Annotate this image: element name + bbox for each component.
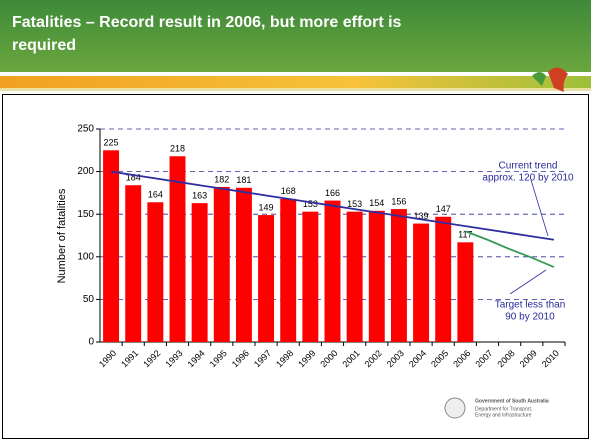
data-label: 153 — [347, 199, 362, 209]
bar — [390, 209, 407, 342]
data-label: 149 — [259, 202, 274, 212]
data-label: 139 — [414, 211, 429, 221]
bar — [280, 198, 297, 342]
logo-shape — [532, 72, 546, 86]
x-tick-label: 1992 — [141, 348, 162, 369]
leader-line — [530, 179, 549, 237]
footer-text: Department for Transport, — [475, 406, 532, 412]
header-band — [0, 0, 591, 72]
bar — [235, 187, 252, 342]
footer-text: Government of South Australia — [475, 398, 549, 404]
bar — [125, 185, 142, 342]
data-label: 168 — [281, 186, 296, 196]
data-label: 184 — [126, 173, 141, 183]
data-label: 225 — [104, 138, 119, 148]
x-tick-label: 2000 — [318, 348, 339, 369]
x-tick-label: 2008 — [496, 348, 517, 369]
x-tick-label: 2002 — [363, 348, 384, 369]
bar — [191, 203, 208, 342]
data-label: 182 — [214, 174, 229, 184]
chart-title: required — [12, 37, 76, 54]
annotation: Target less than — [495, 300, 566, 311]
x-tick-label: 1993 — [163, 348, 184, 369]
accent-stripe — [0, 76, 591, 88]
data-label: 154 — [369, 198, 384, 208]
bar — [169, 156, 186, 342]
x-tick-label: 1999 — [296, 348, 317, 369]
bar — [213, 186, 230, 342]
data-label: 117 — [458, 230, 472, 240]
y-tick-label: 200 — [77, 166, 94, 177]
trend-line — [110, 170, 555, 241]
bar — [346, 211, 363, 342]
x-tick-label: 1990 — [97, 348, 118, 369]
bar — [435, 216, 452, 342]
data-label: 166 — [325, 188, 340, 198]
chart-title: Fatalities – Record result in 2006, but … — [12, 14, 402, 31]
data-label: 181 — [236, 175, 251, 185]
annotation: approx. 120 by 2010 — [482, 173, 574, 184]
logo-shape — [548, 67, 568, 92]
data-label: 147 — [436, 204, 451, 214]
bar — [413, 223, 430, 342]
x-tick-label: 2001 — [341, 348, 362, 369]
x-tick-label: 1991 — [119, 348, 140, 369]
x-tick-label: 1995 — [208, 348, 229, 369]
x-tick-label: 2005 — [429, 348, 450, 369]
data-label: 153 — [303, 199, 318, 209]
y-tick-label: 100 — [77, 251, 94, 262]
data-label: 164 — [148, 190, 163, 200]
x-tick-label: 2004 — [407, 348, 428, 369]
annotation: 90 by 2010 — [505, 312, 555, 323]
footer-text: Energy and Infrastructure — [475, 412, 532, 418]
bar — [457, 242, 474, 342]
bar — [147, 202, 164, 342]
data-label: 163 — [192, 190, 207, 200]
annotation: Current trend — [499, 161, 558, 172]
bar — [103, 150, 120, 342]
y-tick-label: 250 — [77, 124, 94, 135]
x-tick-label: 1997 — [252, 348, 273, 369]
bar — [324, 200, 341, 342]
x-tick-label: 2007 — [473, 348, 494, 369]
chart-frame — [2, 94, 589, 439]
x-tick-label: 2006 — [451, 348, 472, 369]
x-tick-label: 1996 — [230, 348, 251, 369]
y-axis-label: Number of fatalities — [56, 188, 68, 283]
gov-logo — [444, 397, 466, 419]
y-tick-label: 0 — [88, 337, 94, 348]
x-tick-label: 2003 — [385, 348, 406, 369]
x-tick-label: 2010 — [540, 348, 561, 369]
bar — [302, 211, 319, 342]
bar — [368, 210, 385, 342]
data-label: 156 — [391, 196, 406, 206]
y-tick-label: 150 — [77, 209, 94, 220]
y-tick-label: 50 — [83, 294, 95, 305]
target-line — [465, 230, 555, 268]
leader-line — [509, 269, 547, 295]
x-tick-label: 2009 — [518, 348, 539, 369]
bar — [258, 215, 275, 342]
x-tick-label: 1994 — [186, 348, 207, 369]
data-label: 218 — [170, 144, 185, 154]
accent-stripe-light — [0, 88, 591, 91]
x-tick-label: 1998 — [274, 348, 295, 369]
